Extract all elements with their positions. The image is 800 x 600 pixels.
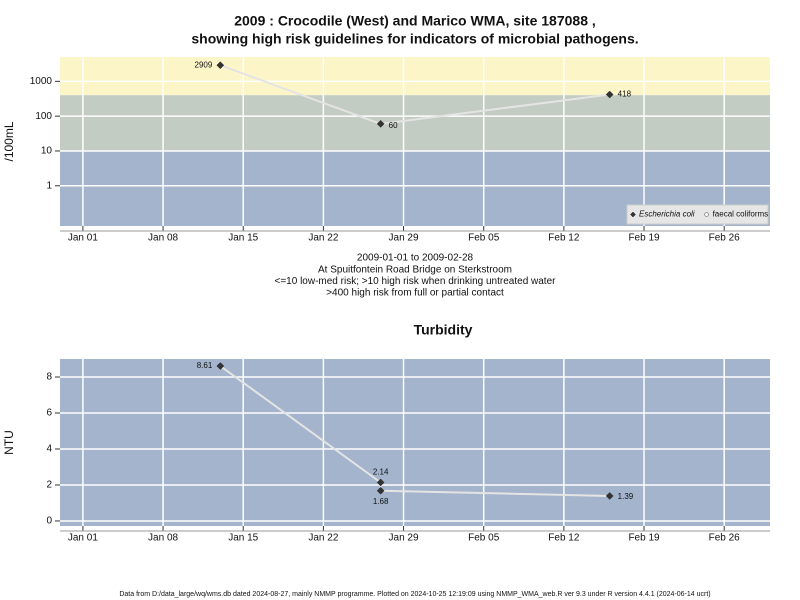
legend-label: faecal coliforms bbox=[713, 210, 769, 219]
data-point bbox=[376, 486, 385, 495]
data-label: 1.39 bbox=[618, 492, 634, 501]
risk-band bbox=[60, 57, 770, 96]
x-tick-label: Jan 22 bbox=[308, 233, 338, 244]
x-tick-label: Feb 12 bbox=[548, 533, 580, 544]
x-tick-label: Jan 01 bbox=[68, 533, 98, 544]
x-tick-label: Feb 26 bbox=[709, 233, 741, 244]
y-tick-label: 10 bbox=[41, 146, 53, 157]
x-tick-label: Jan 22 bbox=[308, 533, 338, 544]
y-tick-label: 0 bbox=[46, 516, 52, 527]
y-tick-label: 4 bbox=[46, 444, 52, 455]
chart-title: showing high risk guidelines for indicat… bbox=[191, 31, 638, 47]
y-axis-label: /100mL bbox=[2, 121, 16, 161]
y-tick-label: 1000 bbox=[30, 76, 53, 87]
x-tick-label: Jan 01 bbox=[68, 233, 98, 244]
series-line bbox=[219, 365, 610, 497]
data-label: 60 bbox=[389, 121, 398, 130]
x-tick-label: Jan 15 bbox=[228, 533, 258, 544]
y-axis-label: NTU bbox=[2, 430, 16, 455]
subtitle: >400 high risk from full or partial cont… bbox=[326, 288, 504, 299]
y-tick-label: 6 bbox=[46, 408, 52, 419]
y-tick-label: 1 bbox=[46, 180, 52, 191]
legend-box bbox=[626, 204, 769, 225]
data-point bbox=[605, 492, 614, 500]
x-tick-label: Jan 29 bbox=[389, 533, 419, 544]
y-tick-label: 100 bbox=[35, 111, 52, 122]
data-label: 418 bbox=[618, 90, 632, 99]
subtitle: At Spuitfontein Road Bridge on Sterkstro… bbox=[318, 264, 512, 275]
data-point bbox=[605, 90, 614, 99]
x-tick-label: Jan 08 bbox=[148, 233, 178, 244]
legend-label: Escherichia coli bbox=[639, 210, 695, 219]
data-label: 2909 bbox=[195, 60, 213, 69]
data-label: 2.14 bbox=[373, 468, 389, 477]
data-point bbox=[216, 362, 225, 370]
x-tick-label: Jan 08 bbox=[148, 533, 178, 544]
legend-marker bbox=[703, 211, 710, 218]
data-point bbox=[216, 61, 225, 70]
x-tick-label: Feb 19 bbox=[628, 533, 660, 544]
data-label: 1.68 bbox=[373, 497, 389, 506]
x-tick-label: Feb 26 bbox=[709, 533, 741, 544]
y-tick-label: 2 bbox=[46, 480, 52, 491]
subtitle: 2009-01-01 to 2009-02-28 bbox=[357, 253, 474, 264]
x-tick-label: Feb 19 bbox=[628, 233, 660, 244]
risk-band bbox=[60, 95, 770, 151]
y-tick-label: 8 bbox=[46, 372, 52, 383]
plot-background bbox=[60, 359, 770, 526]
legend-marker bbox=[630, 211, 636, 218]
x-tick-label: Jan 29 bbox=[389, 233, 419, 244]
data-point bbox=[376, 478, 385, 487]
data-point bbox=[376, 120, 385, 128]
chart-title: 2009 : Crocodile (West) and Marico WMA, … bbox=[234, 13, 596, 29]
x-tick-label: Jan 15 bbox=[228, 233, 258, 244]
footer: Data from D:/data_large/wq/wms.db dated … bbox=[119, 591, 710, 598]
x-tick-label: Feb 12 bbox=[548, 233, 580, 244]
x-tick-label: Feb 05 bbox=[468, 533, 500, 544]
x-tick-label: Feb 05 bbox=[468, 233, 500, 244]
chart-title: Turbidity bbox=[414, 322, 473, 338]
data-label: 8.61 bbox=[197, 361, 213, 370]
subtitle: <=10 low-med risk; >10 high risk when dr… bbox=[275, 276, 557, 287]
